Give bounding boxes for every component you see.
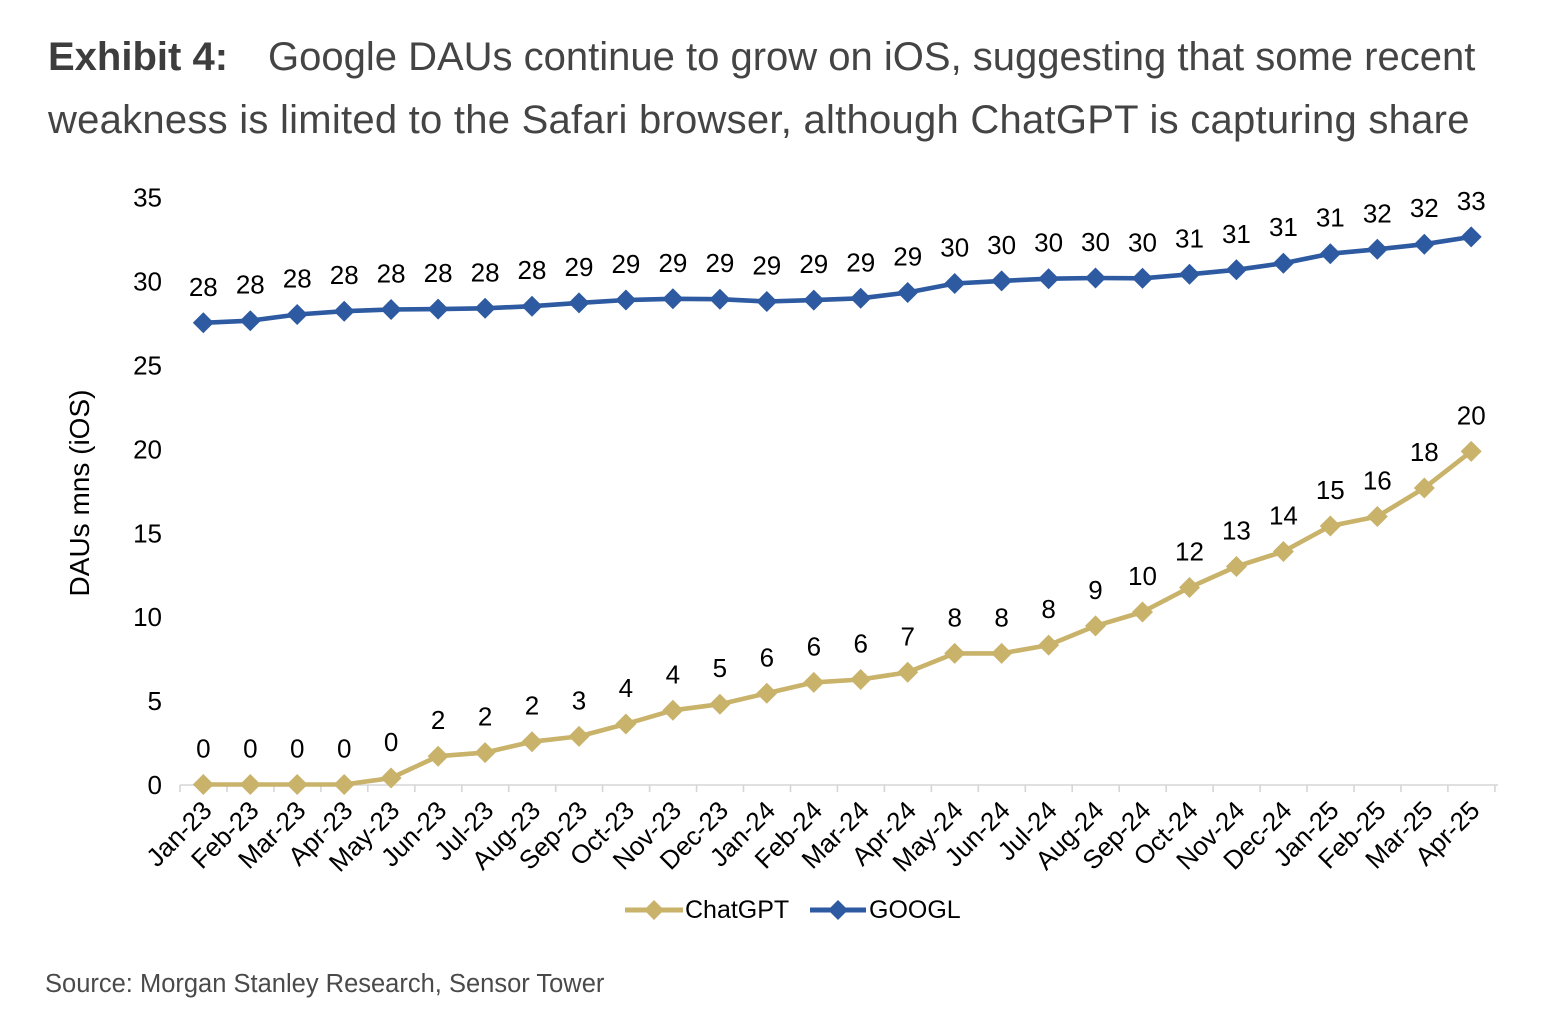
svg-text:5: 5 bbox=[148, 686, 162, 716]
svg-text:28: 28 bbox=[424, 258, 453, 288]
svg-text:29: 29 bbox=[846, 247, 875, 277]
svg-text:0: 0 bbox=[196, 734, 210, 764]
svg-text:28: 28 bbox=[189, 272, 218, 302]
svg-text:35: 35 bbox=[133, 183, 162, 213]
svg-text:2: 2 bbox=[478, 702, 492, 732]
svg-text:0: 0 bbox=[290, 734, 304, 764]
svg-text:8: 8 bbox=[947, 602, 961, 632]
svg-text:32: 32 bbox=[1363, 198, 1392, 228]
svg-text:10: 10 bbox=[1128, 561, 1157, 591]
svg-text:30: 30 bbox=[1081, 227, 1110, 257]
svg-text:7: 7 bbox=[900, 621, 914, 651]
svg-text:20: 20 bbox=[1457, 400, 1486, 430]
svg-text:10: 10 bbox=[133, 602, 162, 632]
svg-text:2: 2 bbox=[525, 691, 539, 721]
svg-text:15: 15 bbox=[1316, 475, 1345, 505]
svg-text:30: 30 bbox=[1128, 227, 1157, 257]
svg-text:ChatGPT: ChatGPT bbox=[685, 896, 789, 924]
svg-text:28: 28 bbox=[518, 255, 547, 285]
svg-text:30: 30 bbox=[133, 267, 162, 297]
svg-text:16: 16 bbox=[1363, 466, 1392, 496]
svg-text:31: 31 bbox=[1269, 212, 1298, 242]
svg-text:0: 0 bbox=[148, 770, 162, 800]
svg-text:29: 29 bbox=[705, 248, 734, 278]
svg-text:29: 29 bbox=[565, 252, 594, 282]
svg-text:29: 29 bbox=[611, 249, 640, 279]
svg-text:6: 6 bbox=[760, 642, 774, 672]
svg-text:4: 4 bbox=[619, 673, 633, 703]
svg-text:6: 6 bbox=[807, 631, 821, 661]
svg-text:15: 15 bbox=[133, 518, 162, 548]
svg-text:3: 3 bbox=[572, 685, 586, 715]
svg-text:2: 2 bbox=[431, 705, 445, 735]
svg-text:29: 29 bbox=[893, 242, 922, 272]
svg-text:29: 29 bbox=[752, 251, 781, 281]
svg-text:28: 28 bbox=[471, 257, 500, 287]
svg-text:28: 28 bbox=[330, 260, 359, 290]
svg-text:Google DAUs continue to grow o: Google DAUs continue to grow on iOS, sug… bbox=[268, 35, 1475, 79]
svg-text:31: 31 bbox=[1175, 223, 1204, 253]
svg-text:30: 30 bbox=[987, 230, 1016, 260]
svg-text:33: 33 bbox=[1457, 186, 1486, 216]
svg-text:8: 8 bbox=[994, 602, 1008, 632]
svg-text:Exhibit 4:: Exhibit 4: bbox=[48, 35, 228, 79]
svg-text:28: 28 bbox=[236, 270, 265, 300]
svg-text:DAUs mns (iOS): DAUs mns (iOS) bbox=[64, 390, 95, 597]
svg-text:8: 8 bbox=[1041, 594, 1055, 624]
svg-text:18: 18 bbox=[1410, 437, 1439, 467]
svg-text:29: 29 bbox=[658, 248, 687, 278]
svg-text:GOOGL: GOOGL bbox=[869, 896, 961, 924]
svg-text:4: 4 bbox=[666, 659, 680, 689]
svg-text:0: 0 bbox=[384, 727, 398, 757]
svg-text:12: 12 bbox=[1175, 537, 1204, 567]
svg-text:32: 32 bbox=[1410, 193, 1439, 223]
svg-text:31: 31 bbox=[1222, 219, 1251, 249]
svg-text:weakness is limited to the Saf: weakness is limited to the Safari browse… bbox=[47, 98, 1470, 142]
svg-text:30: 30 bbox=[1034, 228, 1063, 258]
svg-text:20: 20 bbox=[133, 434, 162, 464]
svg-text:25: 25 bbox=[133, 351, 162, 381]
svg-text:0: 0 bbox=[337, 734, 351, 764]
svg-text:5: 5 bbox=[713, 653, 727, 683]
svg-text:14: 14 bbox=[1269, 501, 1298, 531]
svg-text:13: 13 bbox=[1222, 516, 1251, 546]
svg-text:28: 28 bbox=[283, 264, 312, 294]
svg-text:Source: Morgan Stanley Researc: Source: Morgan Stanley Research, Sensor … bbox=[45, 970, 605, 998]
svg-text:6: 6 bbox=[853, 629, 867, 659]
svg-text:29: 29 bbox=[799, 249, 828, 279]
svg-text:31: 31 bbox=[1316, 203, 1345, 233]
svg-text:28: 28 bbox=[377, 259, 406, 289]
svg-text:0: 0 bbox=[243, 734, 257, 764]
svg-text:9: 9 bbox=[1088, 575, 1102, 605]
svg-text:30: 30 bbox=[940, 233, 969, 263]
